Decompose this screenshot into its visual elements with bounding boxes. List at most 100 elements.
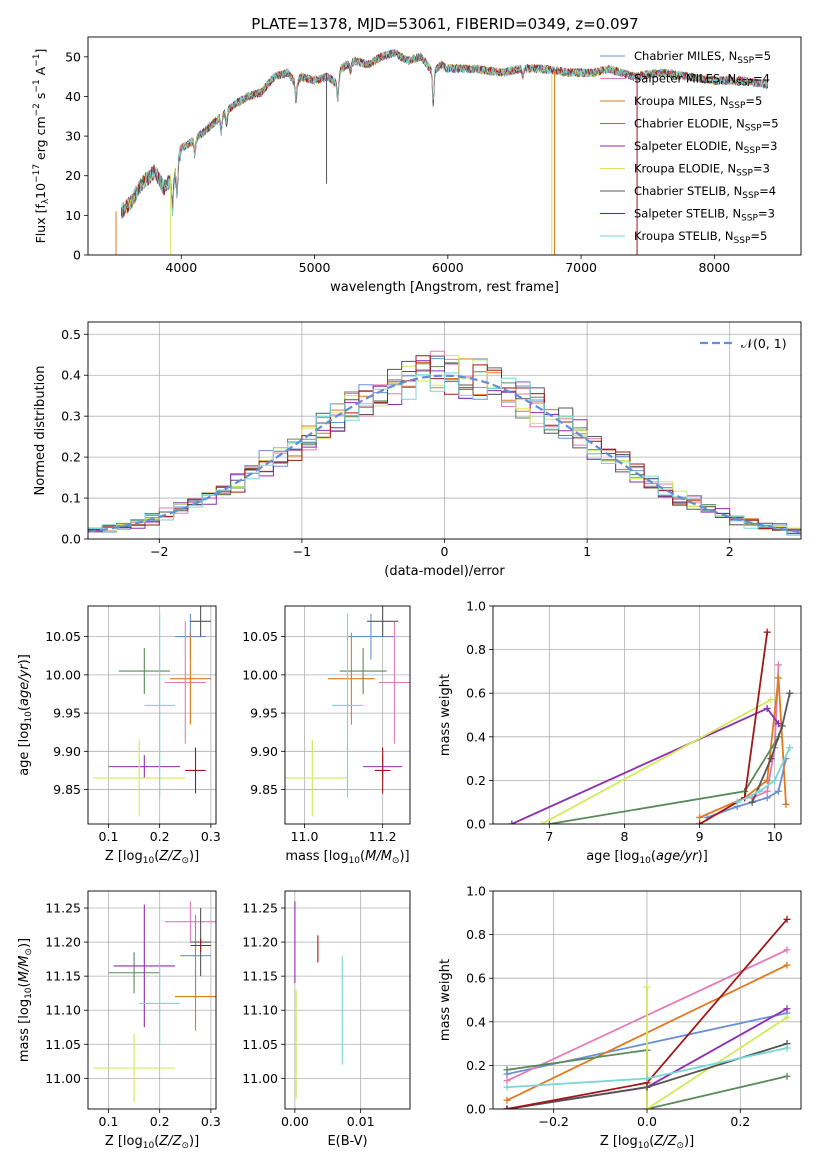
y-tick-label: 30	[65, 129, 81, 144]
legend-entry: Kroupa ELODIE, NSSP=3	[634, 162, 770, 179]
age_vs_Z-frame	[87, 605, 217, 825]
label-part: Chabrier ELODIE, N	[634, 117, 745, 131]
x-tick-label: 0.00	[281, 1114, 309, 1129]
label-part: (	[649, 1134, 654, 1149]
y-tick-label: 10.05	[45, 629, 81, 644]
label-part: =3	[758, 207, 775, 221]
mass_weight_vs_age-frame	[492, 605, 802, 825]
label-part: SSP	[742, 191, 759, 201]
mass-vs-Z-xlabel: Z [log10(Z/Z⊙)]	[105, 1134, 199, 1151]
mass_vs_ebv-frame	[284, 890, 411, 1110]
label-part: 10	[143, 856, 155, 866]
y-tick-label: 11.05	[45, 1037, 81, 1052]
spectrum-xlabel: wavelength [Angstrom, rest frame]	[330, 280, 559, 295]
label-part: M/M	[17, 956, 32, 983]
label-part: Flux [f	[33, 204, 48, 244]
label-part: SSP	[736, 79, 753, 89]
x-tick-label: 6000	[432, 260, 464, 275]
x-tick-label: 0.2	[150, 1114, 170, 1129]
label-part: )]	[189, 849, 199, 864]
label-part: SSP	[737, 56, 754, 66]
y-tick-label: 0.4	[466, 729, 486, 744]
y-tick-label: 11.25	[242, 901, 278, 916]
label-part: ⊙	[181, 856, 189, 866]
label-part: )]	[684, 1134, 694, 1149]
y-tick-label: 9.85	[250, 782, 278, 797]
figure-title: PLATE=1378, MJD=53061, FIBERID=0349, z=0…	[251, 15, 638, 33]
label-part: Chabrier MILES, N	[634, 49, 737, 63]
legend-entry: Salpeter ELODIE, NSSP=3	[634, 139, 777, 156]
label-part: SSP	[744, 146, 761, 156]
y-tick-label: 0.8	[466, 642, 486, 657]
histogram-frame	[87, 321, 802, 540]
y-tick-label: 0.5	[61, 327, 81, 342]
x-tick-label: 0.1	[99, 829, 119, 844]
mass_vs_Z-frame	[87, 890, 217, 1110]
label-part: Z/Z	[158, 1134, 182, 1149]
y-tick-label: 11.25	[45, 901, 81, 916]
y-tick-label: 50	[65, 49, 81, 64]
y-tick-label: 11.15	[45, 969, 81, 984]
label-part: −1	[32, 79, 42, 92]
label-part: Kroupa STELIB, N	[634, 229, 734, 243]
label-part: =3	[761, 139, 778, 153]
y-tick-label: 0.3	[61, 409, 81, 424]
panels: 4000 5000 6000 7000 800001020304050wavelengt…	[17, 36, 802, 1151]
y-tick-label: 0.2	[466, 773, 486, 788]
label-part: (	[17, 982, 32, 987]
y-tick-label: 1.0	[466, 884, 486, 899]
legend-entry: Chabrier STELIB, NSSP=4	[634, 184, 776, 201]
label-part: (	[154, 1134, 159, 1149]
legend-normal-label: 𝒩(0, 1)	[741, 336, 787, 351]
label-part: ]	[33, 49, 48, 54]
label-part: A	[33, 66, 48, 79]
y-tick-label: 0.0	[61, 532, 81, 547]
label-part: −1	[32, 54, 42, 67]
y-tick-label: 11.00	[242, 1071, 278, 1086]
y-tick-label: 9.85	[53, 782, 81, 797]
label-part: mass [log	[285, 849, 348, 864]
histogram-ylabel: Normed distribution	[33, 366, 48, 496]
y-tick-label: 0.6	[466, 971, 486, 986]
y-tick-label: 9.95	[53, 706, 81, 721]
label-part: M/M	[365, 849, 392, 864]
y-tick-label: 0.4	[466, 1014, 486, 1029]
mass_vs_Z-axes: 0.1 0.2 0.3 11.00 11.05 11.10 11.15 11.20 11.25	[45, 891, 221, 1129]
label-part: ⊙	[24, 948, 34, 956]
label-part: age [log	[17, 723, 32, 776]
x-tick-label: 5000	[299, 260, 331, 275]
label-part: (	[651, 849, 656, 864]
mass_weight_vs_age-ylabel: mass weight	[438, 674, 453, 756]
legend-entry: Chabrier ELODIE, NSSP=5	[634, 117, 779, 134]
histogram-xlabel: (data-model)/error	[384, 564, 505, 579]
y-tick-label: 0.6	[466, 686, 486, 701]
x-tick-label: 10	[767, 829, 783, 844]
label-part: SSP	[729, 101, 746, 111]
label-part: mass [log	[17, 999, 32, 1062]
y-tick-label: 11.10	[242, 1003, 278, 1018]
weight-line-kroupa_stelib	[736, 747, 791, 804]
y-tick-label: 11.20	[45, 935, 81, 950]
label-part: Z [log	[105, 1134, 143, 1149]
x-tick-label: −2	[150, 544, 168, 559]
residual_histogram-axes: −2 −1 0 1 2 0.0 0.1 0.2 0.3 0.4 0.5	[61, 322, 801, 559]
label-part: 10	[24, 987, 34, 999]
y-tick-label: 9.90	[53, 744, 81, 759]
x-tick-label: 0.1	[99, 1114, 119, 1129]
age_vs_mass-axes: 11.0 11.2 9.85 9.90 9.95 10.00 10.05	[242, 606, 410, 844]
label-part: s	[33, 93, 48, 104]
y-tick-label: 0.2	[61, 450, 81, 465]
label-part: (	[154, 849, 159, 864]
label-part: =5	[750, 229, 767, 243]
label-part: Salpeter STELIB, N	[634, 207, 741, 221]
label-part: −2	[32, 103, 42, 116]
label-part: 10	[33, 183, 48, 199]
label-part: age/yr	[17, 663, 32, 706]
x-tick-label: 9	[696, 829, 704, 844]
weight-line-kroupa_elodie	[541, 698, 772, 824]
x-tick-label: 7000	[565, 260, 597, 275]
x-tick-label: 4000	[165, 260, 197, 275]
legend-entry: Chabrier MILES, NSSP=5	[634, 49, 771, 66]
